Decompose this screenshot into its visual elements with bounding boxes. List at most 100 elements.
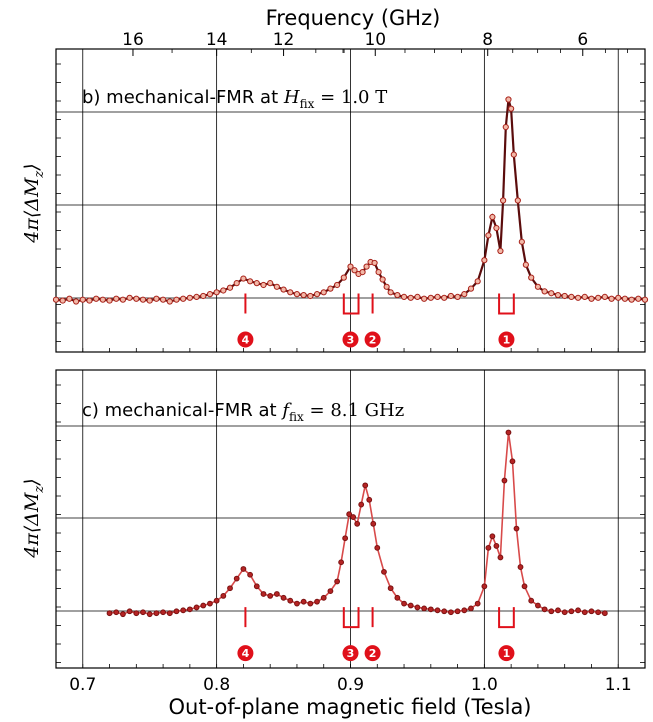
data-point [247, 278, 254, 285]
data-point [267, 593, 274, 599]
data-point [334, 578, 341, 585]
data-point [200, 602, 207, 609]
data-point [608, 295, 615, 302]
panel-b-title: b) mechanical-FMR at Hfix = 1.0 T [82, 87, 387, 111]
peak-badge-label-3: 3 [347, 647, 355, 660]
data-point [541, 288, 548, 295]
panel-c-grid [56, 370, 645, 668]
data-point [454, 293, 461, 301]
data-point [146, 611, 153, 618]
data-point [180, 295, 187, 302]
data-point [441, 294, 448, 301]
data-point [528, 274, 535, 281]
data-point [280, 594, 287, 601]
data-point [601, 610, 608, 617]
data-point [93, 295, 100, 302]
data-point [370, 520, 377, 527]
data-point [294, 600, 300, 607]
data-point [126, 608, 133, 615]
data-point [535, 602, 541, 609]
panel-b-top-ticks: 16 14 12 10 8 6 [122, 30, 628, 56]
data-point [363, 263, 370, 270]
data-point [497, 247, 504, 255]
data-point [615, 294, 622, 301]
data-point [350, 514, 357, 520]
data-point [505, 429, 512, 436]
data-point [481, 583, 488, 590]
x-tick-label-1: 0.8 [203, 675, 230, 695]
data-point [213, 289, 220, 296]
data-point [253, 280, 260, 287]
data-point [379, 276, 386, 283]
data-point [374, 544, 381, 551]
panel-b-markers: 4 3 2 1 [237, 293, 515, 348]
peak-badge-4 [237, 331, 254, 348]
data-point [454, 608, 461, 615]
data-point [220, 593, 227, 599]
data-point [434, 607, 441, 614]
data-point [493, 224, 500, 232]
data-point [621, 295, 629, 302]
panel-c-markers: 4 3 2 1 [237, 607, 515, 662]
data-point [213, 597, 220, 604]
data-point [561, 609, 568, 616]
data-point [327, 588, 334, 594]
data-point [247, 571, 254, 578]
data-point [327, 285, 334, 292]
peak-badge-label-2: 2 [369, 334, 377, 347]
data-point [307, 292, 314, 300]
data-point [300, 598, 307, 605]
peak-bracket-3 [342, 607, 360, 629]
data-point [106, 610, 113, 617]
data-point [186, 606, 193, 613]
data-point [414, 604, 421, 611]
data-point [497, 554, 504, 561]
data-point [366, 496, 373, 503]
data-point [159, 296, 167, 303]
data-point [358, 501, 365, 508]
panel-b-ticks [55, 63, 645, 352]
data-point [320, 594, 327, 601]
data-point [548, 290, 555, 297]
data-point [501, 477, 508, 484]
data-point [354, 520, 361, 527]
data-point [447, 292, 454, 300]
data-point [287, 597, 294, 604]
data-point [427, 294, 434, 301]
data-point [493, 543, 500, 549]
panel-c-series [106, 429, 608, 618]
data-point [441, 608, 448, 615]
data-point [340, 274, 347, 281]
top-tick-label-0: 16 [122, 30, 144, 50]
peak-badge-2 [364, 645, 381, 662]
bottom-axis-title: Out-of-plane magnetic field (Tesla) [168, 695, 531, 719]
data-point [346, 511, 353, 518]
data-point [394, 594, 401, 601]
panel-b: 16 14 12 10 8 6 4 3 2 1 b) mechanical-FMR at Hfi… [21, 30, 649, 353]
data-point [513, 525, 520, 532]
data-point [561, 292, 568, 300]
panel-c-ylabel: 4π⟨ΔMz⟩ [21, 478, 47, 558]
peak-badge-3 [342, 645, 359, 662]
data-point [421, 295, 428, 302]
data-point [160, 609, 166, 616]
data-point [253, 583, 260, 590]
peak-badge-label-4: 4 [242, 334, 250, 347]
data-point [320, 289, 327, 296]
data-point [502, 123, 509, 131]
data-point [72, 298, 80, 305]
data-point [467, 285, 475, 292]
data-point [595, 609, 602, 616]
data-point [581, 609, 588, 616]
data-point [401, 600, 407, 607]
panel-b-series [52, 96, 649, 305]
data-point [273, 591, 280, 597]
data-point [173, 608, 180, 615]
panel-c-ticks: 0.7 0.8 0.9 1.0 1.1 [55, 384, 645, 695]
panel-b-ylabel: 4π⟨ΔMz⟩ [21, 163, 47, 243]
top-tick-label-2: 12 [273, 30, 295, 50]
data-point [414, 293, 421, 301]
top-tick-label-4: 8 [482, 30, 493, 50]
data-point [505, 96, 512, 103]
